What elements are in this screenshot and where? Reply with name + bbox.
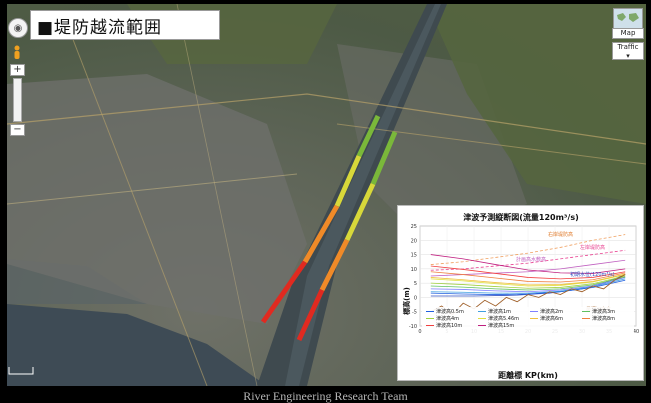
tsunami-profile-chart: 津波予測縦断図(流量120m³/s) 標高(m) 距離標 KP(km) -10 -… bbox=[397, 205, 644, 381]
legend-label: 津波高3m bbox=[592, 308, 615, 315]
legend-label: 津波高15m bbox=[488, 322, 514, 329]
legend-label: 津波高10m bbox=[436, 322, 462, 329]
watermark-text: River Engineering Research Team bbox=[243, 389, 408, 403]
series-line-13 bbox=[430, 254, 626, 274]
y-tick-label: 25 bbox=[411, 224, 417, 230]
zoom-slider[interactable] bbox=[13, 78, 22, 122]
series-line-1 bbox=[430, 249, 626, 271]
traffic-dropdown-icon: ▾ bbox=[626, 52, 630, 60]
legend-label: 津波高0.5m bbox=[436, 308, 464, 315]
series-line-10 bbox=[430, 273, 626, 286]
y-tick-label: -5 bbox=[412, 310, 417, 316]
y-tick-label: -10 bbox=[409, 324, 417, 330]
series-line-0 bbox=[430, 234, 626, 265]
legend-label: 津波高8m bbox=[592, 315, 615, 322]
page-title: ■堤防越流範囲 bbox=[37, 17, 163, 38]
legend-label: 津波高2m bbox=[540, 308, 563, 315]
y-tick-label: 0 bbox=[414, 295, 417, 301]
map-scale bbox=[8, 366, 34, 378]
series-line-14 bbox=[430, 274, 626, 316]
page-title-box: ■堤防越流範囲 bbox=[30, 10, 220, 40]
world-map-icon bbox=[617, 13, 639, 22]
legend-label: 津波高4m bbox=[436, 315, 459, 322]
y-tick-label: 10 bbox=[411, 267, 417, 273]
chart-annotation: 左岸堤防高 bbox=[580, 244, 605, 251]
compass-icon: ◉ bbox=[13, 22, 23, 34]
series-line-4 bbox=[430, 279, 626, 295]
legend-label: 津波高1m bbox=[488, 308, 511, 315]
chart-annotation: 計画高水敷高 bbox=[516, 256, 546, 263]
series-line-7 bbox=[430, 276, 626, 291]
traffic-label: Traffic bbox=[617, 43, 639, 51]
x-tick-label: 40 bbox=[633, 329, 639, 335]
x-axis-label: 距離標 KP(km) bbox=[498, 370, 558, 380]
legend-box bbox=[422, 307, 634, 335]
scale-bar-icon bbox=[8, 367, 34, 375]
legend-label: 津波高6m bbox=[540, 315, 563, 322]
pegman-icon[interactable] bbox=[12, 45, 22, 63]
series-line-8 bbox=[430, 275, 626, 289]
chart-title: 津波予測縦断図(流量120m³/s) bbox=[463, 212, 579, 222]
map-type-button[interactable]: Map bbox=[612, 28, 644, 39]
satellite-map[interactable] bbox=[7, 4, 646, 386]
chart-annotation: 右岸堤防高 bbox=[548, 231, 573, 238]
series-line-9 bbox=[430, 274, 626, 287]
map-imagery bbox=[7, 4, 646, 386]
chart-annotation: 初期水位(120m³/s) bbox=[570, 271, 615, 278]
zoom-out-button[interactable]: − bbox=[10, 124, 25, 136]
legend-label: 津波高5.46m bbox=[488, 315, 519, 322]
y-tick-label: 5 bbox=[414, 281, 417, 287]
traffic-button[interactable]: Traffic ▾ bbox=[612, 42, 644, 60]
y-tick-label: 20 bbox=[411, 238, 417, 244]
pan-control[interactable]: ◉ bbox=[8, 18, 28, 38]
x-tick-label: 0 bbox=[418, 329, 421, 335]
series-line-12 bbox=[430, 265, 626, 280]
series-line-5 bbox=[430, 278, 626, 294]
series-line-11 bbox=[430, 271, 626, 283]
chart-svg: 津波予測縦断図(流量120m³/s) 標高(m) 距離標 KP(km) -10 -… bbox=[402, 212, 639, 380]
y-tick-label: 15 bbox=[411, 253, 417, 259]
zoom-in-button[interactable]: + bbox=[10, 64, 25, 76]
y-axis-label: 標高(m) bbox=[402, 287, 411, 315]
